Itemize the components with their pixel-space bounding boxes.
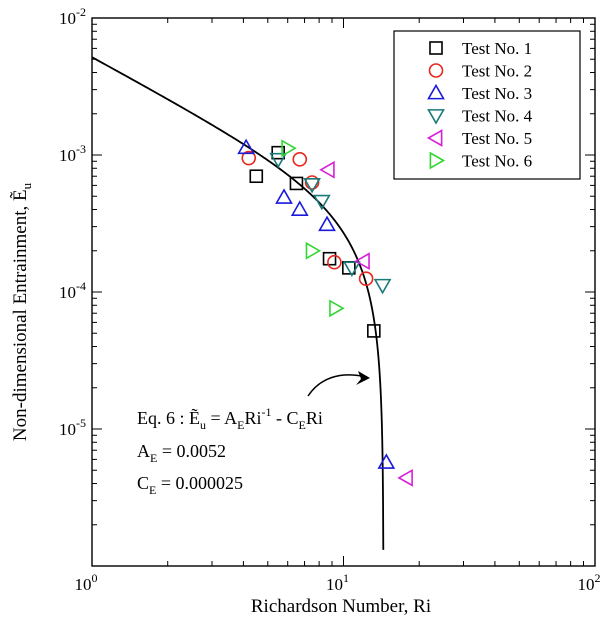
data-point-test-3 xyxy=(318,215,336,232)
curve-layer xyxy=(91,56,385,550)
legend-label-test-5: Test No. 5 xyxy=(462,129,532,148)
data-point-test-2 xyxy=(304,175,320,190)
y-tick-label: 10-5 xyxy=(59,416,86,439)
y-tick-label: 10-3 xyxy=(59,142,86,165)
annotation-arrow xyxy=(307,374,367,397)
x-tick-label: 100 xyxy=(75,571,98,594)
data-point-test-5 xyxy=(319,160,335,179)
data-point-test-4 xyxy=(343,261,361,277)
data-point-test-3 xyxy=(237,138,255,155)
axes: 100 101 102 10-5 10-4 10-3 10-2 xyxy=(59,5,601,594)
data-point-test-2 xyxy=(241,150,257,166)
data-point-test-1 xyxy=(322,251,337,266)
data-point-test-2 xyxy=(327,254,342,270)
data-point-test-3 xyxy=(290,200,309,216)
data-point-test-5 xyxy=(354,252,370,271)
data-point-test-1 xyxy=(367,324,381,338)
equation-annotation: Eq. 6 : Ẽu = AERi-1 - CERi AE = 0.0052 C… xyxy=(137,371,370,497)
data-point-test-6 xyxy=(329,299,345,318)
data-point-test-2 xyxy=(358,271,374,287)
legend-marker-test-4 xyxy=(427,109,445,125)
legend-label-test-4: Test No. 4 xyxy=(462,107,533,126)
data-point-test-6 xyxy=(305,241,322,260)
data-point-test-6 xyxy=(281,139,297,158)
model-curve xyxy=(91,56,385,550)
legend-marker-test-5 xyxy=(426,129,443,147)
legend-marker-test-6 xyxy=(429,151,446,170)
data-point-test-1 xyxy=(271,145,286,160)
legend-label-test-6: Test No. 6 xyxy=(462,152,532,171)
data-point-test-1 xyxy=(249,169,264,184)
legend-box xyxy=(393,30,581,180)
legend-label-test-3: Test No. 3 xyxy=(462,84,532,103)
x-tick-label: 102 xyxy=(578,571,601,594)
y-axis-label: Non-dimensional Entrainment, Ẽu xyxy=(9,182,34,441)
data-point-test-2 xyxy=(292,152,308,167)
legend-marker-test-3 xyxy=(427,83,445,100)
x-tick-label: 101 xyxy=(326,571,349,594)
legend: Test No. 1 Test No. 2 Test No. 3 Test No. 4… xyxy=(393,30,581,180)
legend-marker-test-1 xyxy=(429,41,443,55)
data-point-test-3 xyxy=(377,453,396,469)
legend-label-test-1: Test No. 1 xyxy=(462,39,532,58)
data-point-test-4 xyxy=(269,152,288,169)
points-layer xyxy=(237,138,413,487)
x-axis-label: Richardson Number, Ri xyxy=(251,596,431,617)
legend-marker-test-2 xyxy=(428,63,444,78)
annotation-arrowhead xyxy=(356,371,370,385)
data-point-test-4 xyxy=(312,194,331,211)
data-point-test-4 xyxy=(373,278,392,295)
data-point-test-3 xyxy=(275,188,293,204)
data-point-test-5 xyxy=(397,468,413,487)
y-tick-label: 10-2 xyxy=(59,5,86,28)
legend-label-test-2: Test No. 2 xyxy=(462,62,532,81)
data-point-test-1 xyxy=(289,176,304,191)
ce-text: CE = 0.000025 xyxy=(137,473,243,497)
data-point-test-4 xyxy=(303,177,321,194)
y-tick-label: 10-4 xyxy=(59,279,86,302)
equation-text: Eq. 6 : Ẽu = AERi-1 - CERi xyxy=(137,405,323,432)
ae-text: AE = 0.0052 xyxy=(137,441,226,465)
